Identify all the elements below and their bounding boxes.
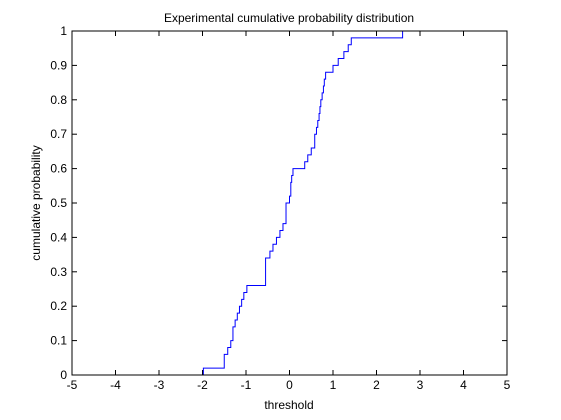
y-tick-label: 0 [60, 368, 67, 382]
x-axis-label: threshold [264, 398, 313, 412]
x-tick-label: 0 [286, 378, 293, 392]
y-tick-label: 0.2 [50, 299, 67, 313]
y-tick-label: 0.4 [50, 230, 67, 244]
x-tick-label: -1 [241, 378, 252, 392]
axes-box [71, 30, 508, 376]
x-tick-label: -5 [67, 378, 78, 392]
x-tick-label: 5 [504, 378, 511, 392]
y-tick-label: 0.9 [50, 58, 67, 72]
series-layer [201, 31, 404, 376]
y-tick-label: 0.5 [50, 196, 67, 210]
x-tick-label: 3 [417, 378, 424, 392]
y-tick-label: 0.8 [50, 93, 67, 107]
x-tick-label: -2 [197, 378, 208, 392]
x-tick-label: -4 [110, 378, 121, 392]
chart-title: Experimental cumulative probability dist… [164, 11, 414, 25]
y-axis-label: cumulative probability [29, 145, 43, 260]
y-tick-label: 0.1 [50, 334, 67, 348]
x-tick-label: -3 [154, 378, 165, 392]
y-tick-label: 1 [60, 24, 67, 38]
cdf-step-line [201, 31, 404, 376]
y-tick-label: 0.3 [50, 265, 67, 279]
y-tick-label: 0.7 [50, 127, 67, 141]
y-tick-label: 0.6 [50, 162, 67, 176]
x-tick-label: 2 [373, 378, 380, 392]
x-tick-label: 4 [460, 378, 467, 392]
ticks-layer: -5 -4 -3 -2 -1 0 1 2 3 4 5 0 0.1 0.2 0.3 0.4 0.5 0.6 0.7 0.… [50, 24, 510, 392]
x-tick-label: 1 [330, 378, 337, 392]
